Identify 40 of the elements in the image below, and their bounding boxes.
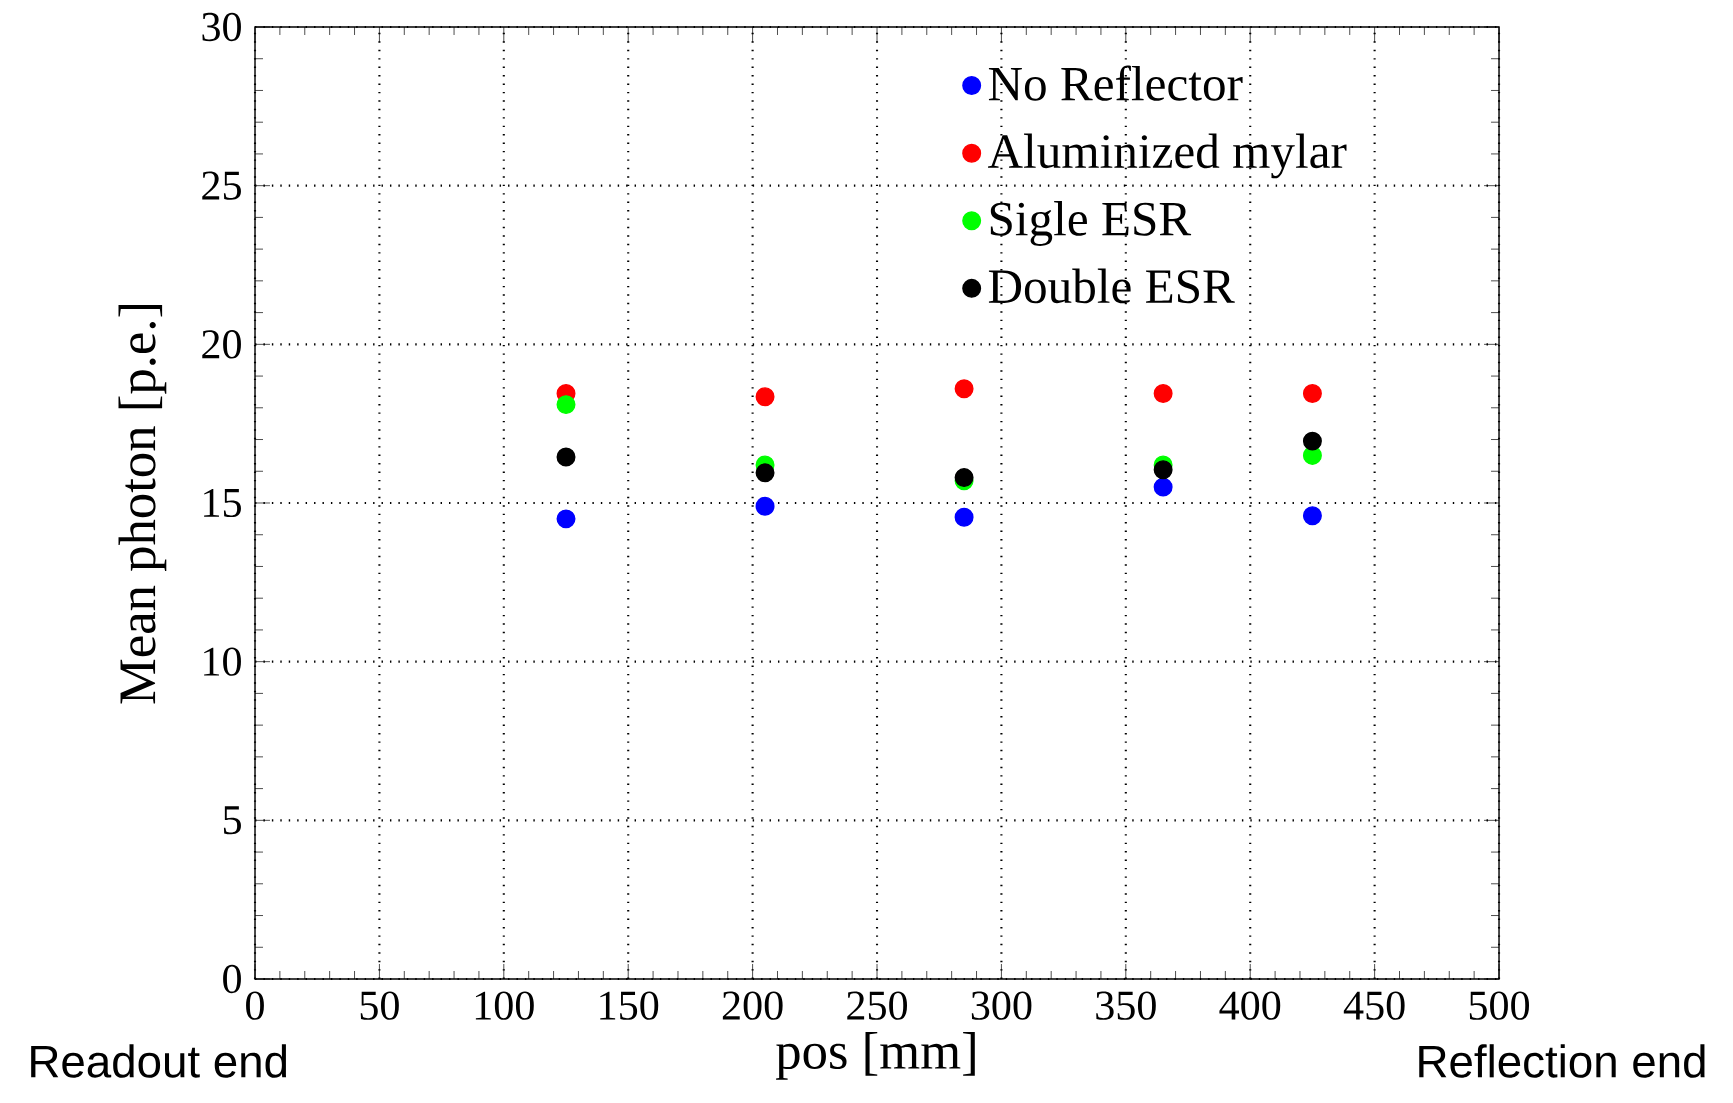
- point: [1153, 460, 1173, 480]
- x-tick-label: 250: [847, 991, 908, 1020]
- x-tick-label: 200: [722, 991, 783, 1020]
- legend-label: Aluminized mylar: [988, 133, 1347, 179]
- point: [954, 507, 974, 527]
- legend-label: No Reflector: [988, 65, 1243, 101]
- y-axis-title: Mean photon [p.e.]: [118, 304, 167, 704]
- point: [556, 395, 576, 415]
- x-tick-label: 100: [475, 991, 534, 1020]
- point: [1302, 384, 1322, 404]
- point: [1153, 477, 1173, 497]
- legend-label: Double ESR: [988, 268, 1235, 304]
- point: [755, 387, 775, 407]
- y-tick-label: 0: [223, 964, 241, 994]
- point: [1302, 506, 1322, 526]
- point: [954, 379, 974, 399]
- text: Readout end: [31, 1044, 287, 1078]
- y-tick-label: 30: [202, 12, 241, 42]
- x-tick-label: 400: [1219, 991, 1281, 1020]
- point: [556, 509, 576, 529]
- point: [556, 447, 576, 467]
- y-tick-label: 25: [202, 171, 241, 200]
- point: [1302, 431, 1322, 451]
- x-tick-label: 50: [360, 991, 399, 1020]
- point: [755, 496, 775, 516]
- x-tick-label: 300: [971, 991, 1032, 1020]
- legend-label: Sigle ESR: [990, 201, 1192, 246]
- y-tick-label: 15: [204, 488, 241, 518]
- y-tick-label: 5: [223, 806, 241, 835]
- y-tick-label: 10: [204, 647, 241, 676]
- x-tick-label: 0: [246, 991, 264, 1020]
- y-tick-label: 20: [202, 330, 241, 359]
- x-axis-title: pos [mm]: [776, 1032, 975, 1080]
- point: [755, 463, 775, 483]
- x-tick-label: 500: [1469, 991, 1530, 1020]
- x-tick-label: 450: [1343, 991, 1405, 1020]
- x-tick-label: 150: [600, 991, 659, 1020]
- text: Reflection end: [1419, 1044, 1705, 1078]
- point: [1153, 384, 1173, 404]
- x-tick-label: 350: [1096, 991, 1156, 1020]
